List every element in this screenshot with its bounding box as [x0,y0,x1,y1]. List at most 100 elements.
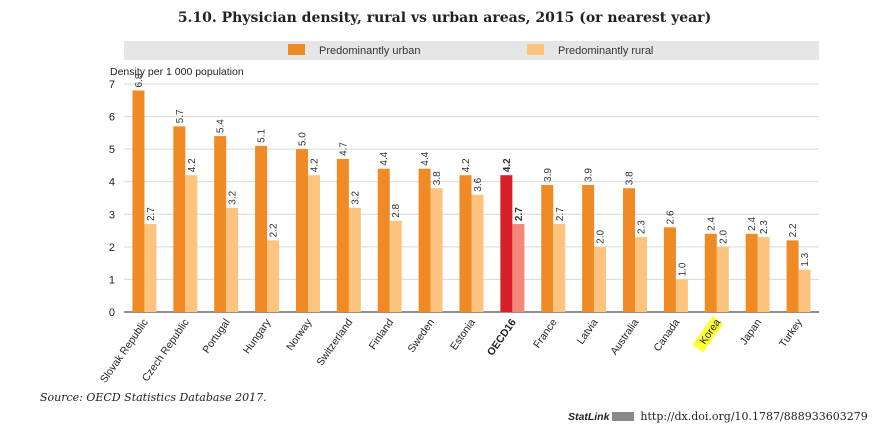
data-label: 3.9 [543,168,554,182]
statlink-url[interactable]: http://dx.doi.org/10.1787/888933603279 [640,410,868,423]
y-tick-label: 7 [109,79,115,91]
data-label: 4.2 [309,158,320,172]
data-label: 2.2 [788,223,799,237]
legend-swatch-rural [527,44,544,55]
bar-rural [471,194,484,312]
bar-urban [132,90,145,312]
data-label: 5.4 [216,119,227,133]
category-label: Latvia [575,317,601,347]
data-label: 4.4 [379,151,390,165]
y-tick-label: 2 [109,242,115,254]
data-label: 3.6 [473,177,484,191]
legend-item-urban: Predominantly urban [288,44,421,57]
statlink[interactable]: StatLink http://dx.doi.org/10.1787/888933… [568,410,868,423]
bar-rural [798,269,811,312]
category-label: Korea [697,317,723,347]
data-label: 3.9 [584,168,595,182]
bar-rural [675,279,688,312]
category-label: Japan [738,317,764,347]
category-label: Portugal [200,317,232,356]
bar-rural [430,188,443,312]
data-label: 2.7 [514,207,525,221]
bar-urban [377,168,390,312]
data-label: 2.3 [637,220,648,234]
source-note: Source: OECD Statistics Database 2017. [40,391,267,404]
category-label: Turkey [777,316,805,349]
y-tick-label: 5 [109,144,115,156]
bar-urban [663,227,676,312]
data-label: 4.2 [461,158,472,172]
statlink-icon [612,412,635,421]
bar-rural [267,240,280,312]
data-label: 2.4 [747,216,758,230]
bar-rural [307,175,320,312]
legend-swatch-urban [288,44,305,55]
data-label: 2.3 [759,220,770,234]
bar-rural [757,237,770,312]
data-label: 3.8 [432,171,443,185]
data-label: 2.7 [146,207,157,221]
data-label: 2.2 [269,223,280,237]
category-label: Finland [367,317,397,352]
data-label: 2.4 [706,216,717,230]
bar-urban [255,145,268,312]
data-label: 1.3 [800,252,811,266]
data-label: 5.1 [257,129,268,143]
data-label: 4.2 [502,158,513,172]
statlink-label: StatLink [568,411,610,423]
data-label: 4.7 [338,142,349,156]
y-tick-label: 0 [109,307,115,319]
bar-rural [553,224,566,312]
bar-urban [786,240,799,312]
data-label: 6.8 [134,73,145,87]
data-label: 1.0 [677,262,688,276]
legend-label-rural: Predominantly rural [558,45,654,57]
y-tick-label: 4 [109,177,115,189]
category-highlight [692,316,724,353]
y-tick-label: 3 [109,209,115,221]
legend: Predominantly urban Predominantly rural [124,41,819,60]
bar-urban [582,184,595,312]
bar-urban [745,233,758,312]
category-label: Norway [284,316,315,353]
bar-rural [185,175,198,312]
bar-rural [716,246,729,312]
category-label: Canada [651,317,682,354]
bar-urban [173,126,186,312]
bar-urban [336,158,349,312]
legend-item-rural: Predominantly rural [527,44,653,57]
y-tick-label: 6 [109,112,115,124]
data-label: 2.7 [555,207,566,221]
bar-urban [459,175,472,312]
bar-urban [214,136,227,312]
bar-rural [635,237,648,312]
bar-urban [704,233,717,312]
bar-urban [500,175,513,312]
data-label: 4.2 [187,158,198,172]
bar-rural [348,207,361,312]
category-label: France [531,317,560,351]
data-label: 3.2 [350,190,361,204]
category-label: Estonia [448,317,478,353]
bar-rural [144,224,157,312]
category-label: Hungary [241,316,274,356]
bar-urban [418,168,431,312]
category-label: Australia [608,317,641,357]
category-label: OECD16 [485,317,519,358]
data-label: 2.0 [718,230,729,244]
data-label: 3.2 [228,190,239,204]
y-tick-label: 1 [109,274,115,286]
category-label: Sweden [405,317,437,355]
bar-rural [226,207,239,312]
bar-rural [594,246,607,312]
category-label: Switzerland [314,317,355,368]
bar-urban [541,184,554,312]
y-axis-label: Density per 1 000 population [110,66,244,78]
data-label: 5.0 [297,132,308,146]
data-label: 3.8 [625,171,636,185]
data-label: 2.0 [596,230,607,244]
bar-urban [623,188,636,312]
bar-rural [389,220,402,312]
data-label: 4.4 [420,151,431,165]
